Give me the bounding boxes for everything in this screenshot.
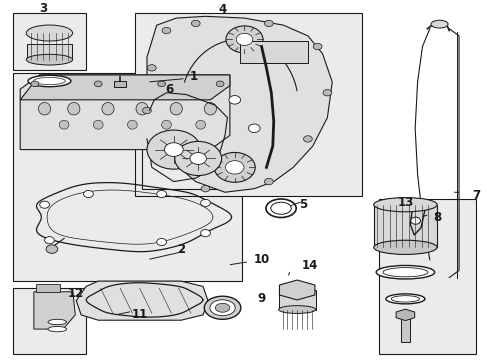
Ellipse shape — [430, 20, 447, 28]
Circle shape — [216, 81, 224, 87]
Circle shape — [225, 26, 263, 53]
Bar — [142, 86, 239, 189]
Circle shape — [44, 237, 54, 244]
Polygon shape — [76, 281, 207, 320]
Bar — [114, 81, 126, 87]
Circle shape — [225, 161, 244, 174]
Ellipse shape — [382, 267, 427, 277]
Circle shape — [158, 81, 165, 87]
Circle shape — [228, 95, 240, 104]
Circle shape — [248, 124, 260, 132]
Polygon shape — [20, 75, 229, 100]
Text: 4: 4 — [218, 3, 226, 16]
Ellipse shape — [48, 319, 66, 325]
Ellipse shape — [390, 296, 419, 302]
Circle shape — [410, 217, 420, 224]
Ellipse shape — [385, 294, 424, 304]
Ellipse shape — [161, 120, 171, 129]
Text: 14: 14 — [302, 258, 318, 271]
Circle shape — [31, 81, 39, 87]
Ellipse shape — [373, 198, 436, 212]
Circle shape — [200, 230, 210, 237]
Ellipse shape — [209, 300, 235, 316]
Text: 13: 13 — [396, 197, 413, 210]
Polygon shape — [395, 309, 414, 320]
Text: 12: 12 — [68, 287, 84, 300]
Bar — [239, 41, 307, 63]
Ellipse shape — [28, 75, 71, 87]
Circle shape — [147, 130, 200, 169]
Bar — [278, 290, 315, 310]
Circle shape — [83, 190, 93, 198]
Text: 3: 3 — [40, 2, 47, 15]
Circle shape — [162, 27, 170, 34]
Ellipse shape — [102, 103, 114, 115]
Text: 10: 10 — [253, 253, 269, 266]
Circle shape — [147, 65, 156, 71]
Bar — [13, 13, 86, 69]
Circle shape — [264, 179, 273, 185]
Circle shape — [323, 90, 331, 96]
Ellipse shape — [93, 120, 103, 129]
Polygon shape — [34, 292, 75, 329]
Text: 9: 9 — [257, 292, 265, 305]
Circle shape — [40, 201, 49, 208]
Circle shape — [46, 245, 58, 253]
Circle shape — [157, 190, 166, 198]
Circle shape — [157, 238, 166, 246]
Ellipse shape — [375, 265, 434, 279]
Circle shape — [313, 43, 322, 50]
Ellipse shape — [195, 120, 205, 129]
Text: 1: 1 — [189, 70, 197, 83]
Ellipse shape — [204, 296, 241, 319]
Circle shape — [94, 81, 102, 87]
Circle shape — [142, 107, 151, 114]
Ellipse shape — [204, 103, 216, 115]
Circle shape — [201, 185, 209, 192]
Ellipse shape — [373, 240, 436, 255]
Circle shape — [157, 157, 165, 163]
Ellipse shape — [265, 199, 296, 217]
Text: 11: 11 — [131, 309, 147, 321]
Ellipse shape — [215, 303, 229, 312]
Bar — [26, 44, 72, 60]
Polygon shape — [147, 16, 331, 192]
Ellipse shape — [68, 103, 80, 115]
Circle shape — [214, 152, 255, 182]
Ellipse shape — [270, 202, 291, 214]
Ellipse shape — [278, 306, 315, 314]
Bar — [373, 205, 436, 247]
Text: 8: 8 — [432, 211, 440, 224]
Bar — [400, 313, 409, 342]
Ellipse shape — [34, 77, 65, 85]
Bar — [36, 284, 60, 292]
Ellipse shape — [136, 103, 148, 115]
Ellipse shape — [170, 103, 182, 115]
Text: 2: 2 — [177, 243, 185, 256]
Circle shape — [190, 153, 206, 165]
Ellipse shape — [26, 25, 73, 41]
Polygon shape — [279, 280, 314, 300]
Bar — [378, 199, 475, 354]
Circle shape — [164, 143, 183, 157]
Polygon shape — [20, 75, 229, 150]
Circle shape — [264, 20, 273, 27]
Bar — [13, 73, 242, 281]
Ellipse shape — [39, 103, 51, 115]
Bar — [135, 13, 361, 196]
Circle shape — [191, 20, 200, 27]
Ellipse shape — [127, 120, 137, 129]
Circle shape — [174, 141, 221, 176]
Circle shape — [200, 199, 210, 207]
Ellipse shape — [59, 120, 69, 129]
Text: 7: 7 — [471, 189, 479, 202]
Bar — [13, 288, 86, 354]
Ellipse shape — [48, 327, 66, 332]
Ellipse shape — [26, 54, 73, 65]
Text: 5: 5 — [298, 198, 306, 211]
Circle shape — [236, 33, 252, 45]
Circle shape — [303, 136, 312, 142]
Text: 6: 6 — [164, 83, 173, 96]
